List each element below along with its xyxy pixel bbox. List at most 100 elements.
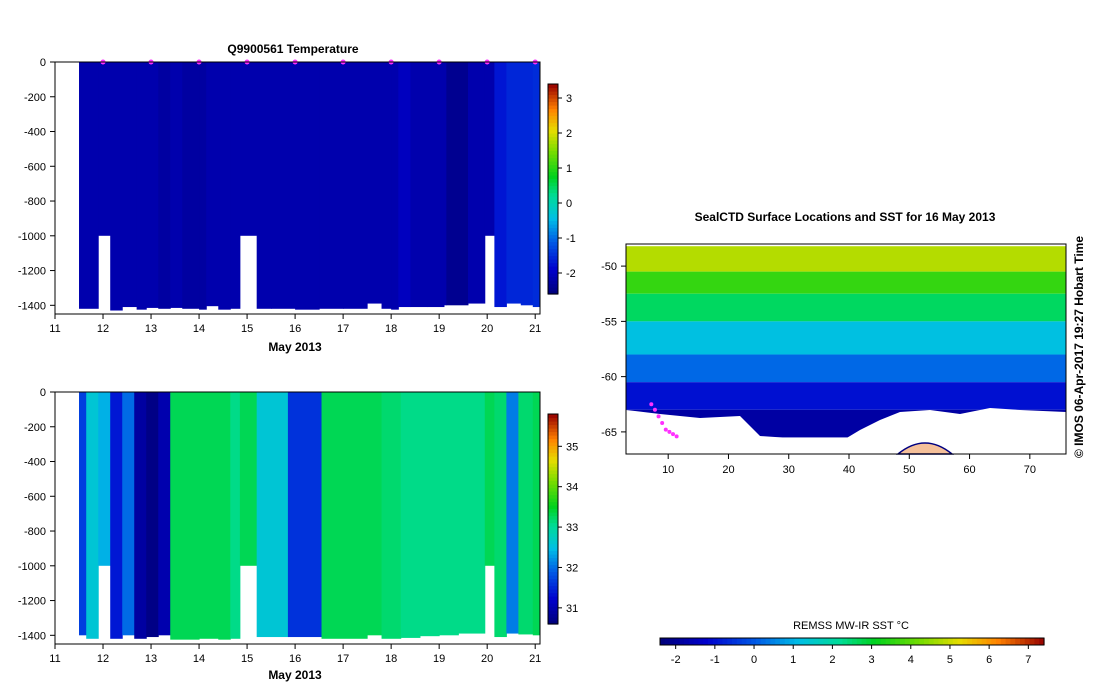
sst-colorbar-swatch [880, 638, 887, 645]
x-tick-label: 20 [481, 653, 493, 665]
colorbar-swatch [548, 547, 558, 552]
profile-cell [439, 392, 459, 636]
colorbar-swatch [548, 203, 558, 208]
sst-band [626, 293, 1066, 322]
x-tick-label: 15 [241, 323, 253, 335]
colorbar-swatch [548, 248, 558, 253]
sst-colorbar-swatch [967, 638, 973, 645]
colorbar-swatch [548, 564, 558, 569]
x-tick-label: 17 [337, 323, 349, 335]
sst-band [626, 382, 1066, 410]
profile-cell [230, 392, 241, 639]
sst-colorbar-swatch [732, 638, 738, 645]
lat-tick-label: -55 [601, 316, 617, 328]
profile-cell [446, 62, 469, 306]
salinity-panel: 11 12 13 14 15 16 17 18 19 20 21 0 -200 -400 -600 -800 -… [18, 387, 578, 682]
profile-cell [98, 392, 111, 566]
sea-ice-area [626, 408, 1066, 454]
sst-colorbar-tick-label: 6 [986, 654, 992, 666]
y-tick-label: -800 [24, 526, 46, 538]
colorbar-swatch [548, 182, 558, 187]
colorbar-swatch [548, 536, 558, 541]
sst-colorbar-tick-label: 4 [908, 654, 914, 666]
salinity-xlabel: May 2013 [268, 668, 322, 682]
x-tick-label: 18 [385, 653, 397, 665]
lat-tick-label: -50 [601, 261, 617, 273]
profile-cell [287, 392, 323, 638]
sst-band [626, 271, 1066, 294]
profile-cell [343, 62, 368, 309]
profile-cell [532, 392, 541, 636]
sst-colorbar-swatch [909, 638, 915, 645]
colorbar-swatch [548, 290, 558, 295]
seal-location [671, 432, 676, 437]
salinity-plot-frame [54, 391, 541, 645]
sst-colorbar-swatch [669, 638, 675, 645]
sst-colorbar-tick-label: -2 [671, 654, 681, 666]
imos-watermark: © IMOS 06-Apr-2017 19:27 Hobart Time [1072, 236, 1086, 458]
x-tick-label: 12 [97, 653, 109, 665]
y-tick-label: -200 [24, 92, 46, 104]
colorbar-tick-label: 1 [566, 163, 572, 175]
sst-colorbar-tick-label: 0 [751, 654, 757, 666]
sst-colorbar-swatch [660, 638, 666, 645]
colorbar-swatch [548, 276, 558, 281]
colorbar-swatch [548, 582, 558, 587]
colorbar-swatch [548, 456, 558, 461]
colorbar-swatch [548, 519, 558, 524]
sst-colorbar-label: REMSS MW-IR SST °C [793, 620, 909, 632]
colorbar-swatch [548, 568, 558, 573]
colorbar-tick-label: -1 [566, 233, 576, 245]
colorbar-swatch [548, 280, 558, 285]
sst-colorbar-swatch [933, 638, 939, 645]
profile-cell [110, 62, 123, 311]
colorbar-tick-label: -2 [566, 268, 576, 280]
colorbar-swatch [548, 620, 558, 625]
colorbar-swatch [548, 220, 558, 225]
colorbar-swatch [548, 449, 558, 454]
profile-cell [218, 62, 231, 310]
colorbar-swatch [548, 561, 558, 566]
sst-colorbar-swatch [986, 638, 992, 645]
colorbar-swatch [548, 543, 558, 548]
sst-colorbar-swatch [823, 638, 829, 645]
colorbar-swatch [548, 617, 558, 622]
lat-tick-label: -60 [601, 372, 617, 384]
profile-cell [458, 392, 486, 634]
sst-colorbar-swatch [1000, 638, 1007, 645]
x-tick-label: 16 [289, 653, 301, 665]
colorbar-swatch [548, 442, 558, 447]
colorbar-swatch [548, 241, 558, 246]
profile-cell [206, 62, 219, 307]
colorbar-swatch [548, 84, 558, 89]
sst-colorbar-swatch [756, 638, 762, 645]
sst-colorbar-swatch [722, 638, 728, 645]
colorbar-swatch [548, 273, 558, 278]
sst-map-frame [625, 243, 1067, 455]
profile-cell [410, 62, 428, 308]
colorbar-swatch [548, 192, 558, 197]
colorbar-swatch [548, 557, 558, 562]
colorbar-swatch [548, 494, 558, 499]
sst-colorbar-tick-label: 2 [829, 654, 835, 666]
sst-colorbar-swatch [746, 638, 752, 645]
colorbar-swatch [548, 592, 558, 597]
sst-colorbar-swatch [852, 638, 858, 645]
sst-band [626, 354, 1066, 383]
colorbar-swatch [548, 98, 558, 103]
profile-cell [381, 62, 392, 309]
colorbar-swatch [548, 231, 558, 236]
y-tick-label: -400 [24, 127, 46, 139]
lat-tick-label: -65 [601, 427, 617, 439]
profile-cell [218, 392, 231, 640]
colorbar-swatch [548, 213, 558, 218]
sst-colorbar-swatch [832, 638, 839, 645]
sst-colorbar-swatch [1015, 638, 1021, 645]
sst-colorbar-swatch [962, 638, 968, 645]
y-tick-label: -600 [24, 491, 46, 503]
profile-cell [146, 392, 159, 638]
x-tick-label: 14 [193, 323, 205, 335]
y-tick-label: -1200 [18, 266, 46, 278]
x-tick-label: 11 [49, 323, 60, 335]
sst-colorbar-swatch [861, 638, 867, 645]
